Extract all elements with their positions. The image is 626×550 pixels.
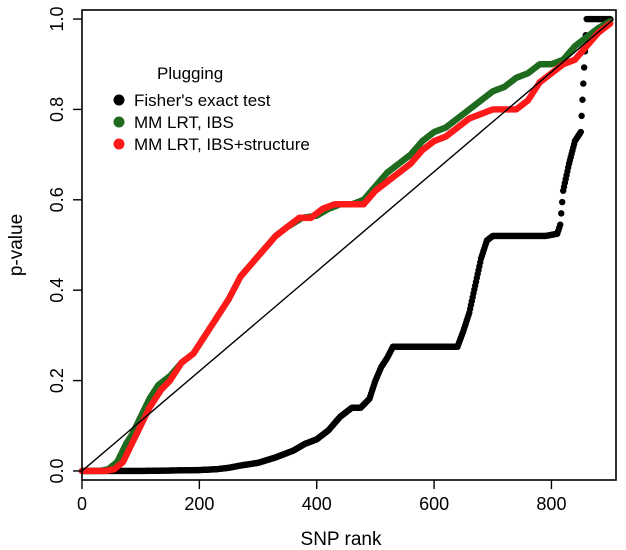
y-tick-label: 0.4 [47,278,67,303]
y-tick-label: 0.6 [47,187,67,212]
data-point [580,80,587,87]
legend-marker [113,116,125,128]
data-point [579,96,586,103]
legend: Plugging Fisher's exact test MM LRT, IBS M… [113,64,310,154]
y-tick-label: 1.0 [47,7,67,32]
series-3 [78,20,614,475]
x-tick-label: 800 [536,494,566,514]
x-tick-label: 0 [77,494,87,514]
data-point [578,112,585,120]
legend-label: Fisher's exact test [134,91,271,110]
legend-label: MM LRT, IBS [134,113,234,132]
legend-marker [113,138,125,150]
data-point [580,64,588,71]
x-tick-label: 600 [419,494,449,514]
y-tick-label: 0.0 [47,458,67,483]
y-tick-label: 0.2 [47,368,67,393]
legend-marker [113,94,125,106]
y-axis: 0.0 0.2 0.4 0.6 0.8 1.0 [47,7,82,483]
y-tick-label: 0.8 [47,97,67,122]
x-axis-label: SNP rank [301,529,382,550]
x-axis: 0 200 400 600 800 [77,480,566,514]
data-point [557,221,564,228]
legend-title: Plugging [157,64,223,83]
plot-frame [81,9,617,481]
y-axis-label: p-value [6,214,27,276]
data-point [559,198,566,206]
x-tick-label: 400 [302,494,332,514]
data-points [78,15,614,475]
legend-label: MM LRT, IBS+structure [134,135,310,154]
x-tick-label: 200 [184,494,214,514]
data-point [606,20,614,27]
reference-diagonal-line [81,18,615,472]
data-point [558,210,565,217]
data-point [577,128,584,136]
